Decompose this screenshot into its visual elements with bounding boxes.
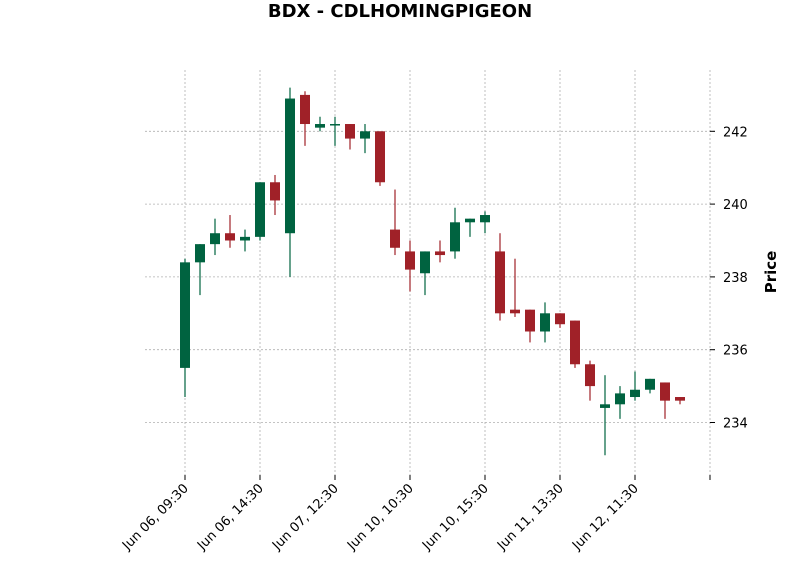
candle-body	[345, 124, 355, 139]
x-tick-label: Jun 10, 15:30	[419, 481, 492, 554]
candle	[450, 207, 460, 259]
candle	[495, 233, 505, 321]
candle-body	[585, 364, 595, 387]
x-axis: Jun 06, 09:30 Jun 06, 14:30 Jun 07, 12:30 J…	[119, 475, 711, 554]
grid-lines	[145, 70, 715, 475]
candle	[300, 91, 310, 146]
candle-body	[195, 244, 205, 263]
candle-body	[555, 313, 565, 325]
candle	[675, 397, 685, 405]
candle-body	[540, 313, 550, 332]
candle-body	[465, 218, 475, 223]
candle	[660, 382, 670, 419]
candle	[555, 313, 565, 328]
candle-body	[615, 393, 625, 405]
candle	[375, 131, 385, 186]
candle-body	[660, 382, 670, 401]
candle	[510, 258, 520, 317]
y-tick-label: 238	[723, 271, 748, 286]
y-axis: 234 236 238 240 242	[710, 125, 748, 432]
candle-body	[525, 309, 535, 332]
candle	[405, 240, 415, 292]
candle-body	[285, 98, 295, 234]
candles-group	[180, 87, 685, 456]
candle-body	[480, 215, 490, 223]
candle-body	[225, 233, 235, 241]
candle-body	[600, 404, 610, 408]
candle-body	[180, 262, 190, 368]
candle	[630, 371, 640, 401]
candle	[210, 218, 220, 256]
candle	[255, 182, 265, 241]
x-tick-label: Jun 06, 09:30	[119, 481, 192, 554]
candle-body	[435, 251, 445, 256]
candle	[195, 244, 205, 296]
candle	[645, 378, 655, 394]
candle-body	[315, 124, 325, 128]
candle	[465, 218, 475, 237]
candle-body	[570, 320, 580, 365]
candle	[525, 309, 535, 343]
y-axis-label: Price	[762, 251, 780, 294]
candle	[480, 211, 490, 234]
x-tick-label: Jun 12, 11:30	[569, 481, 642, 554]
candle	[570, 320, 580, 368]
candle-body	[240, 236, 250, 241]
candle	[600, 375, 610, 456]
candle	[540, 302, 550, 343]
candle-body	[675, 397, 685, 401]
candle	[420, 251, 430, 296]
y-tick-label: 240	[723, 198, 748, 213]
y-tick-label: 234	[723, 417, 748, 432]
chart-title: BDX - CDLHOMINGPIGEON	[268, 1, 532, 22]
candle-body	[630, 389, 640, 398]
candle	[390, 189, 400, 256]
candle-body	[450, 222, 460, 252]
y-tick-label: 242	[723, 125, 748, 140]
candle	[345, 124, 355, 150]
candle	[285, 87, 295, 277]
x-tick-label: Jun 11, 13:30	[494, 481, 567, 554]
candle	[435, 240, 445, 263]
candle	[360, 124, 370, 154]
candle-body	[270, 182, 280, 201]
candle	[180, 258, 190, 398]
candle	[270, 174, 280, 216]
candle	[330, 116, 340, 146]
candle	[315, 116, 325, 132]
y-tick-label: 236	[723, 344, 748, 359]
candle-body	[210, 233, 220, 245]
candle-body	[495, 251, 505, 314]
candle-body	[405, 251, 415, 270]
candle-body	[255, 182, 265, 237]
candle	[240, 229, 250, 252]
x-tick-label: Jun 10, 10:30	[344, 481, 417, 554]
candle-body	[645, 378, 655, 390]
candle-body	[510, 309, 520, 314]
candle-body	[420, 251, 430, 274]
x-tick-label: Jun 06, 14:30	[194, 481, 267, 554]
candle	[615, 386, 625, 419]
candle-body	[330, 124, 340, 126]
x-tick-label: Jun 07, 12:30	[269, 481, 342, 554]
candle-body	[300, 94, 310, 125]
candle	[585, 360, 595, 401]
candle-body	[375, 131, 385, 183]
candle-body	[360, 131, 370, 139]
candle	[225, 215, 235, 248]
candle-body	[390, 229, 400, 248]
